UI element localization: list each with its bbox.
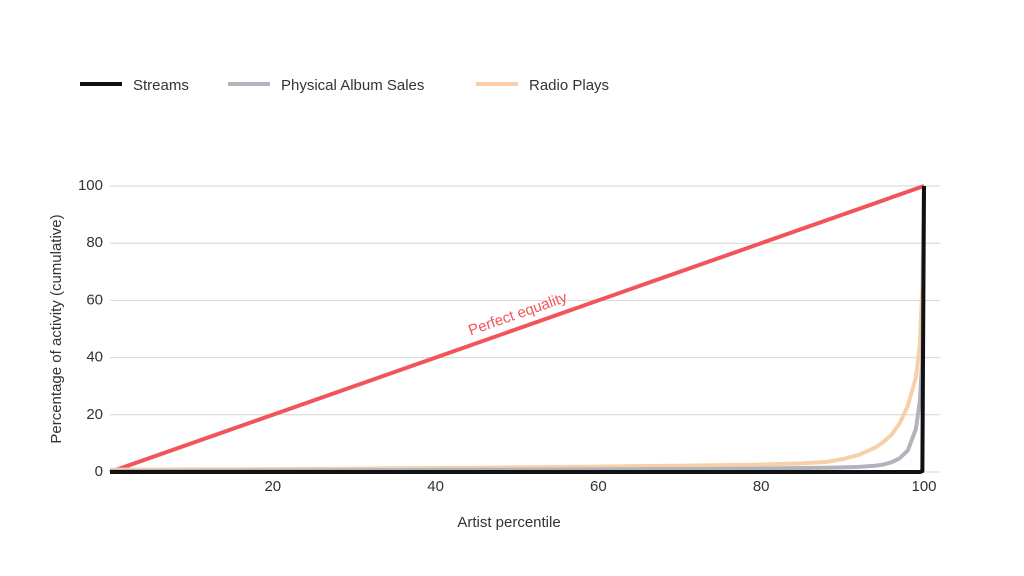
x-tick-label: 40	[427, 478, 444, 495]
y-tick-label: 80	[86, 234, 103, 251]
legend-label: Streams	[133, 77, 189, 94]
y-tick-label: 60	[86, 291, 103, 308]
legend-label: Radio Plays	[529, 77, 609, 94]
y-tick-label: 0	[95, 463, 103, 480]
series-line	[110, 185, 926, 474]
y-tick-label: 20	[86, 406, 103, 423]
x-axis-label: Artist percentile	[457, 514, 560, 531]
y-axis-label: Percentage of activity (cumulative)	[48, 214, 65, 443]
x-tick-label: 80	[753, 478, 770, 495]
reference-line	[109, 184, 925, 474]
x-tick-label: 20	[264, 478, 281, 495]
x-tick-label: 100	[911, 478, 936, 495]
y-tick-label: 100	[78, 177, 103, 194]
legend-label: Physical Album Sales	[281, 77, 424, 94]
x-tick-label: 60	[590, 478, 607, 495]
y-tick-label: 40	[86, 349, 103, 366]
